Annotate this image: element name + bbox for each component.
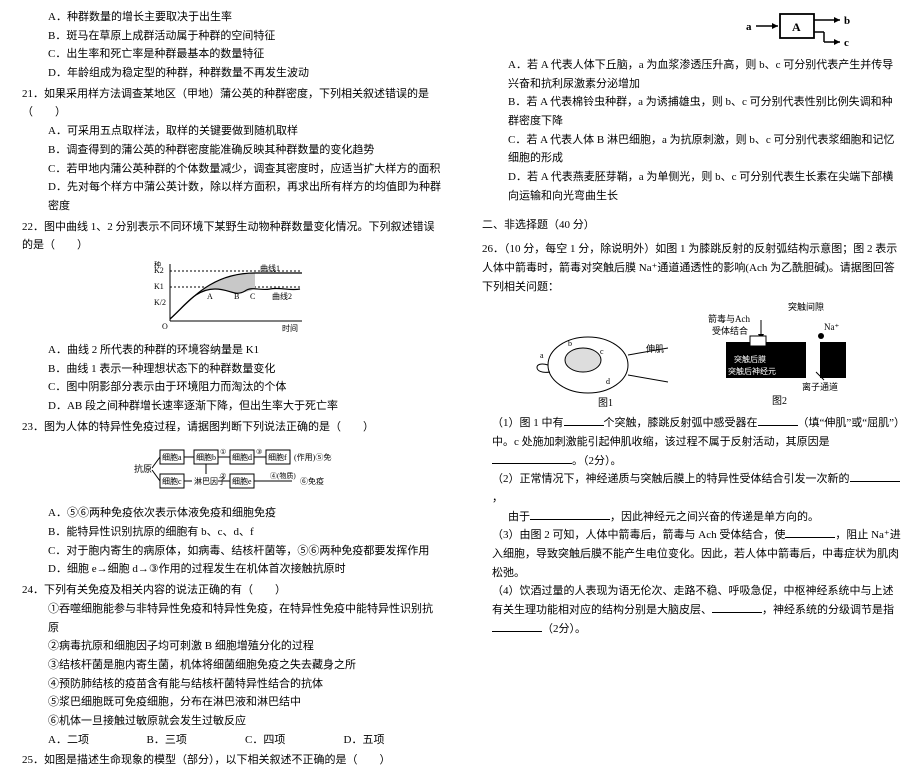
svg-text:b: b <box>844 15 850 27</box>
svg-text:受体结合: 受体结合 <box>712 325 748 336</box>
q21-opt: C．若甲地内蒲公英种群的个体数量减少，调查其密度时，应适当扩大样方的面积 <box>22 160 442 179</box>
q26-3: （3）由图 2 可知，人体中箭毒后，箭毒与 Ach 受体结合，使，阻止 Na⁺进… <box>482 526 902 582</box>
svg-text:突触后神经元: 突触后神经元 <box>728 366 776 376</box>
left-column: A．种群数量的增长主要取决于出生率 B．斑马在草原上成群活动属于种群的空间特征 … <box>0 0 460 650</box>
svg-text:Na⁺: Na⁺ <box>824 322 839 332</box>
svg-text:A: A <box>792 20 801 34</box>
svg-text:C: C <box>250 292 255 301</box>
q24-choice: C．四项 <box>245 731 344 750</box>
svg-text:细胞c: 细胞c <box>162 476 182 486</box>
svg-text:时间: 时间 <box>282 323 298 333</box>
q26-4: （4）饮酒过量的人表现为语无伦次、走路不稳、呼吸急促，中枢神经系统中与上述有关生… <box>482 582 902 638</box>
q24-stem: 24．下列有关免疫及相关内容的说法正确的有（ ） <box>22 581 442 600</box>
pre-opt: C．出生率和死亡率是种群最基本的数量特征 <box>22 45 442 64</box>
svg-text:细胞a: 细胞a <box>162 452 182 462</box>
section-2-title: 二、非选择题（40 分） <box>482 216 902 235</box>
q25-diagram: a A b c <box>482 8 902 50</box>
q23-opt: C．对于胞内寄生的病原体，如病毒、结核杆菌等，⑤⑥两种免疫都要发挥作用 <box>22 542 442 561</box>
svg-text:A: A <box>207 292 213 301</box>
svg-text:a: a <box>746 21 752 33</box>
svg-text:⑥免疫: ⑥免疫 <box>300 476 324 486</box>
svg-text:伸肌: 伸肌 <box>646 343 664 354</box>
svg-text:B: B <box>234 292 239 301</box>
q21-opt: A．可采用五点取样法，取样的关键要做到随机取样 <box>22 122 442 141</box>
svg-text:c: c <box>600 347 604 356</box>
q24-choice: B．三项 <box>147 731 246 750</box>
q24-item: ④预防肺结核的疫苗含有能与结核杆菌特异性结合的抗体 <box>22 675 442 694</box>
svg-text:细胞f: 细胞f <box>268 452 287 462</box>
svg-text:b: b <box>568 339 572 348</box>
svg-text:①: ① <box>220 448 226 456</box>
pre-opt: B．斑马在草原上成群活动属于种群的空间特征 <box>22 27 442 46</box>
svg-text:K/2: K/2 <box>154 298 166 307</box>
right-column: a A b c A．若 A 代表人体下丘脑，a 为血浆渗透压升高，则 b、c 可… <box>460 0 920 650</box>
svg-text:图1: 图1 <box>598 397 613 409</box>
svg-text:种: 种 <box>154 260 161 269</box>
q25-opt: D．若 A 代表燕麦胚芽鞘，a 为单侧光，则 b、c 可分别代表生长素在尖端下部… <box>482 168 902 205</box>
svg-text:细胞b: 细胞b <box>196 452 216 462</box>
q26-2: （2）正常情况下，神经递质与突触后膜上的特异性受体结合引发一次新的， <box>482 470 902 507</box>
q24-choices: A．二项 B．三项 C．四项 D．五项 <box>22 731 442 750</box>
svg-text:细胞d: 细胞d <box>232 452 252 462</box>
svg-text:箭毒与Ach: 箭毒与Ach <box>708 313 750 324</box>
q26-1: （1）图 1 中有个突触，膝跳反射弧中感受器在（填“伸肌”或“屈肌”）中。c 处… <box>482 414 902 470</box>
q24-item: ①吞噬细胞能参与非特异性免疫和特异性免疫，在特异性免疫中能特异性识别抗原 <box>22 600 442 637</box>
q23-diagram: 抗原 细胞a 细胞c 细胞b 淋巴因子 细胞d 细胞e ①② 细胞f ③④(物质… <box>22 440 442 500</box>
q23-opt: B．能特异性识别抗原的细胞有 b、c、d、f <box>22 523 442 542</box>
svg-text:突触间隙: 突触间隙 <box>788 301 824 312</box>
q26-stem: 26．（10 分，每空 1 分，除说明外）如图 1 为膝跳反射的反射弧结构示意图… <box>482 240 902 296</box>
q23-opt: A．⑤⑥两种免疫依次表示体液免疫和细胞免疫 <box>22 504 442 523</box>
svg-text:③: ③ <box>256 448 262 456</box>
svg-text:c: c <box>844 37 849 49</box>
svg-text:K1: K1 <box>154 282 164 291</box>
svg-text:②: ② <box>220 472 226 480</box>
q25-opt: B．若 A 代表棉铃虫种群，a 为诱捕雄虫，则 b、c 可分别代表性别比例失调和… <box>482 93 902 130</box>
svg-text:突触后膜: 突触后膜 <box>734 354 766 364</box>
svg-text:抗原: 抗原 <box>134 463 152 474</box>
svg-text:离子通道: 离子通道 <box>802 381 838 392</box>
q23-opt: D．细胞 e→细胞 d→③作用的过程发生在机体首次接触抗原时 <box>22 560 442 579</box>
svg-text:(作用)⑤免疫: (作用)⑤免疫 <box>294 452 332 462</box>
q22-stem: 22．图中曲线 1、2 分别表示不同环境下某野生动物种群数量变化情况。下列叙述错… <box>22 218 442 255</box>
pre-opt: D．年龄组成为稳定型的种群，种群数量不再发生波动 <box>22 64 442 83</box>
svg-text:细胞e: 细胞e <box>232 476 252 486</box>
pre-opt: A．种群数量的增长主要取决于出生率 <box>22 8 442 27</box>
q21-stem: 21．如果采用样方法调查某地区（甲地）蒲公英的种群密度，下列相关叙述错误的是（ … <box>22 85 442 122</box>
q24-item: ②病毒抗原和细胞因子均可刺激 B 细胞增殖分化的过程 <box>22 637 442 656</box>
q22-chart: K2 K1 K/2 O 曲线1 曲线2 A B C 时间 种 <box>22 259 442 337</box>
q21-opt: B．调查得到的蒲公英的种群密度能准确反映其种群数量的变化趋势 <box>22 141 442 160</box>
svg-text:图2: 图2 <box>772 395 787 407</box>
q21-opt: D．先对每个样方中蒲公英计数，除以样方面积，再求出所有样方的均值即为种群密度 <box>22 178 442 215</box>
q25-opt: A．若 A 代表人体下丘脑，a 为血浆渗透压升高，则 b、c 可分别代表产生并传… <box>482 56 902 93</box>
svg-text:O: O <box>162 322 168 331</box>
q24-choice: D．五项 <box>344 731 443 750</box>
svg-text:曲线1: 曲线1 <box>260 263 280 273</box>
q22-opt: C．图中阴影部分表示由于环境阻力而淘汰的个体 <box>22 378 442 397</box>
svg-text:a: a <box>540 351 544 360</box>
q26-figures: 伸肌 a b c d 图1 突触间隙 箭毒与Ach 受体结合 Na⁺ 突触后膜 … <box>482 300 902 410</box>
q22-opt: A．曲线 2 所代表的种群的环境容纳量是 K1 <box>22 341 442 360</box>
q26-2b: 由于，因此神经元之间兴奋的传递是单方向的。 <box>482 508 902 527</box>
q23-stem: 23．图为人体的特异性免疫过程，请据图判断下列说法正确的是（ ） <box>22 418 442 437</box>
svg-text:d: d <box>606 377 610 386</box>
q24-item: ⑥机体一旦接触过敏原就会发生过敏反应 <box>22 712 442 731</box>
q25-stem: 25．如图是描述生命现象的模型（部分），以下相关叙述不正确的是（ ） <box>22 751 442 770</box>
q24-choice: A．二项 <box>48 731 147 750</box>
q24-item: ⑤浆巴细胞既可免疫细胞，分布在淋巴液和淋巴结中 <box>22 693 442 712</box>
q25-opt: C．若 A 代表人体 B 淋巴细胞，a 为抗原刺激，则 b、c 可分别代表浆细胞… <box>482 131 902 168</box>
svg-text:曲线2: 曲线2 <box>272 291 292 301</box>
q22-opt: B．曲线 1 表示一种理想状态下的种群数量变化 <box>22 360 442 379</box>
q24-item: ③结核杆菌是胞内寄生菌，机体将细菌细胞免疫之失去藏身之所 <box>22 656 442 675</box>
svg-text:④(物质): ④(物质) <box>270 471 296 480</box>
q22-opt: D．AB 段之间种群增长速率逐渐下降，但出生率大于死亡率 <box>22 397 442 416</box>
